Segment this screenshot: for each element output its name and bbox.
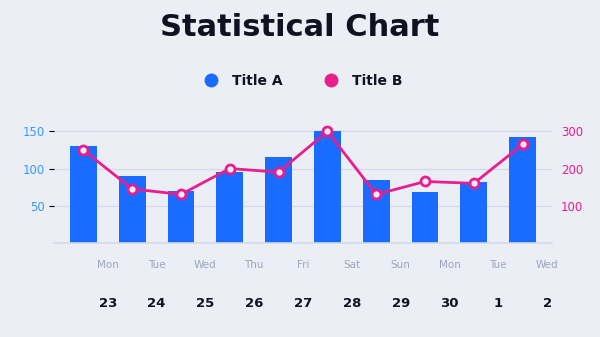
Text: Wed: Wed [536, 259, 559, 270]
Bar [460, 182, 487, 243]
Bar [412, 192, 439, 243]
Text: 1: 1 [494, 297, 503, 310]
Bar [265, 157, 292, 243]
Text: Thu: Thu [244, 259, 264, 270]
Text: 24: 24 [148, 297, 166, 310]
Bar [119, 176, 146, 243]
Text: 30: 30 [440, 297, 459, 310]
Text: Sun: Sun [391, 259, 410, 270]
Bar [217, 172, 243, 243]
Text: 23: 23 [98, 297, 117, 310]
Text: 28: 28 [343, 297, 361, 310]
Text: Statistical Chart: Statistical Chart [160, 13, 440, 42]
Bar [363, 180, 389, 243]
Bar [314, 131, 341, 243]
Text: 25: 25 [196, 297, 214, 310]
Legend: Title A, Title B: Title A, Title B [197, 74, 403, 88]
Text: 2: 2 [542, 297, 551, 310]
Text: Tue: Tue [490, 259, 507, 270]
Text: Wed: Wed [194, 259, 217, 270]
Text: 29: 29 [392, 297, 410, 310]
Text: Tue: Tue [148, 259, 166, 270]
Text: 26: 26 [245, 297, 263, 310]
Text: Mon: Mon [97, 259, 119, 270]
Text: Mon: Mon [439, 259, 460, 270]
Bar [509, 136, 536, 243]
Bar [167, 191, 194, 243]
Bar [70, 146, 97, 243]
Text: Sat: Sat [343, 259, 361, 270]
Text: 27: 27 [294, 297, 312, 310]
Text: Fri: Fri [297, 259, 309, 270]
